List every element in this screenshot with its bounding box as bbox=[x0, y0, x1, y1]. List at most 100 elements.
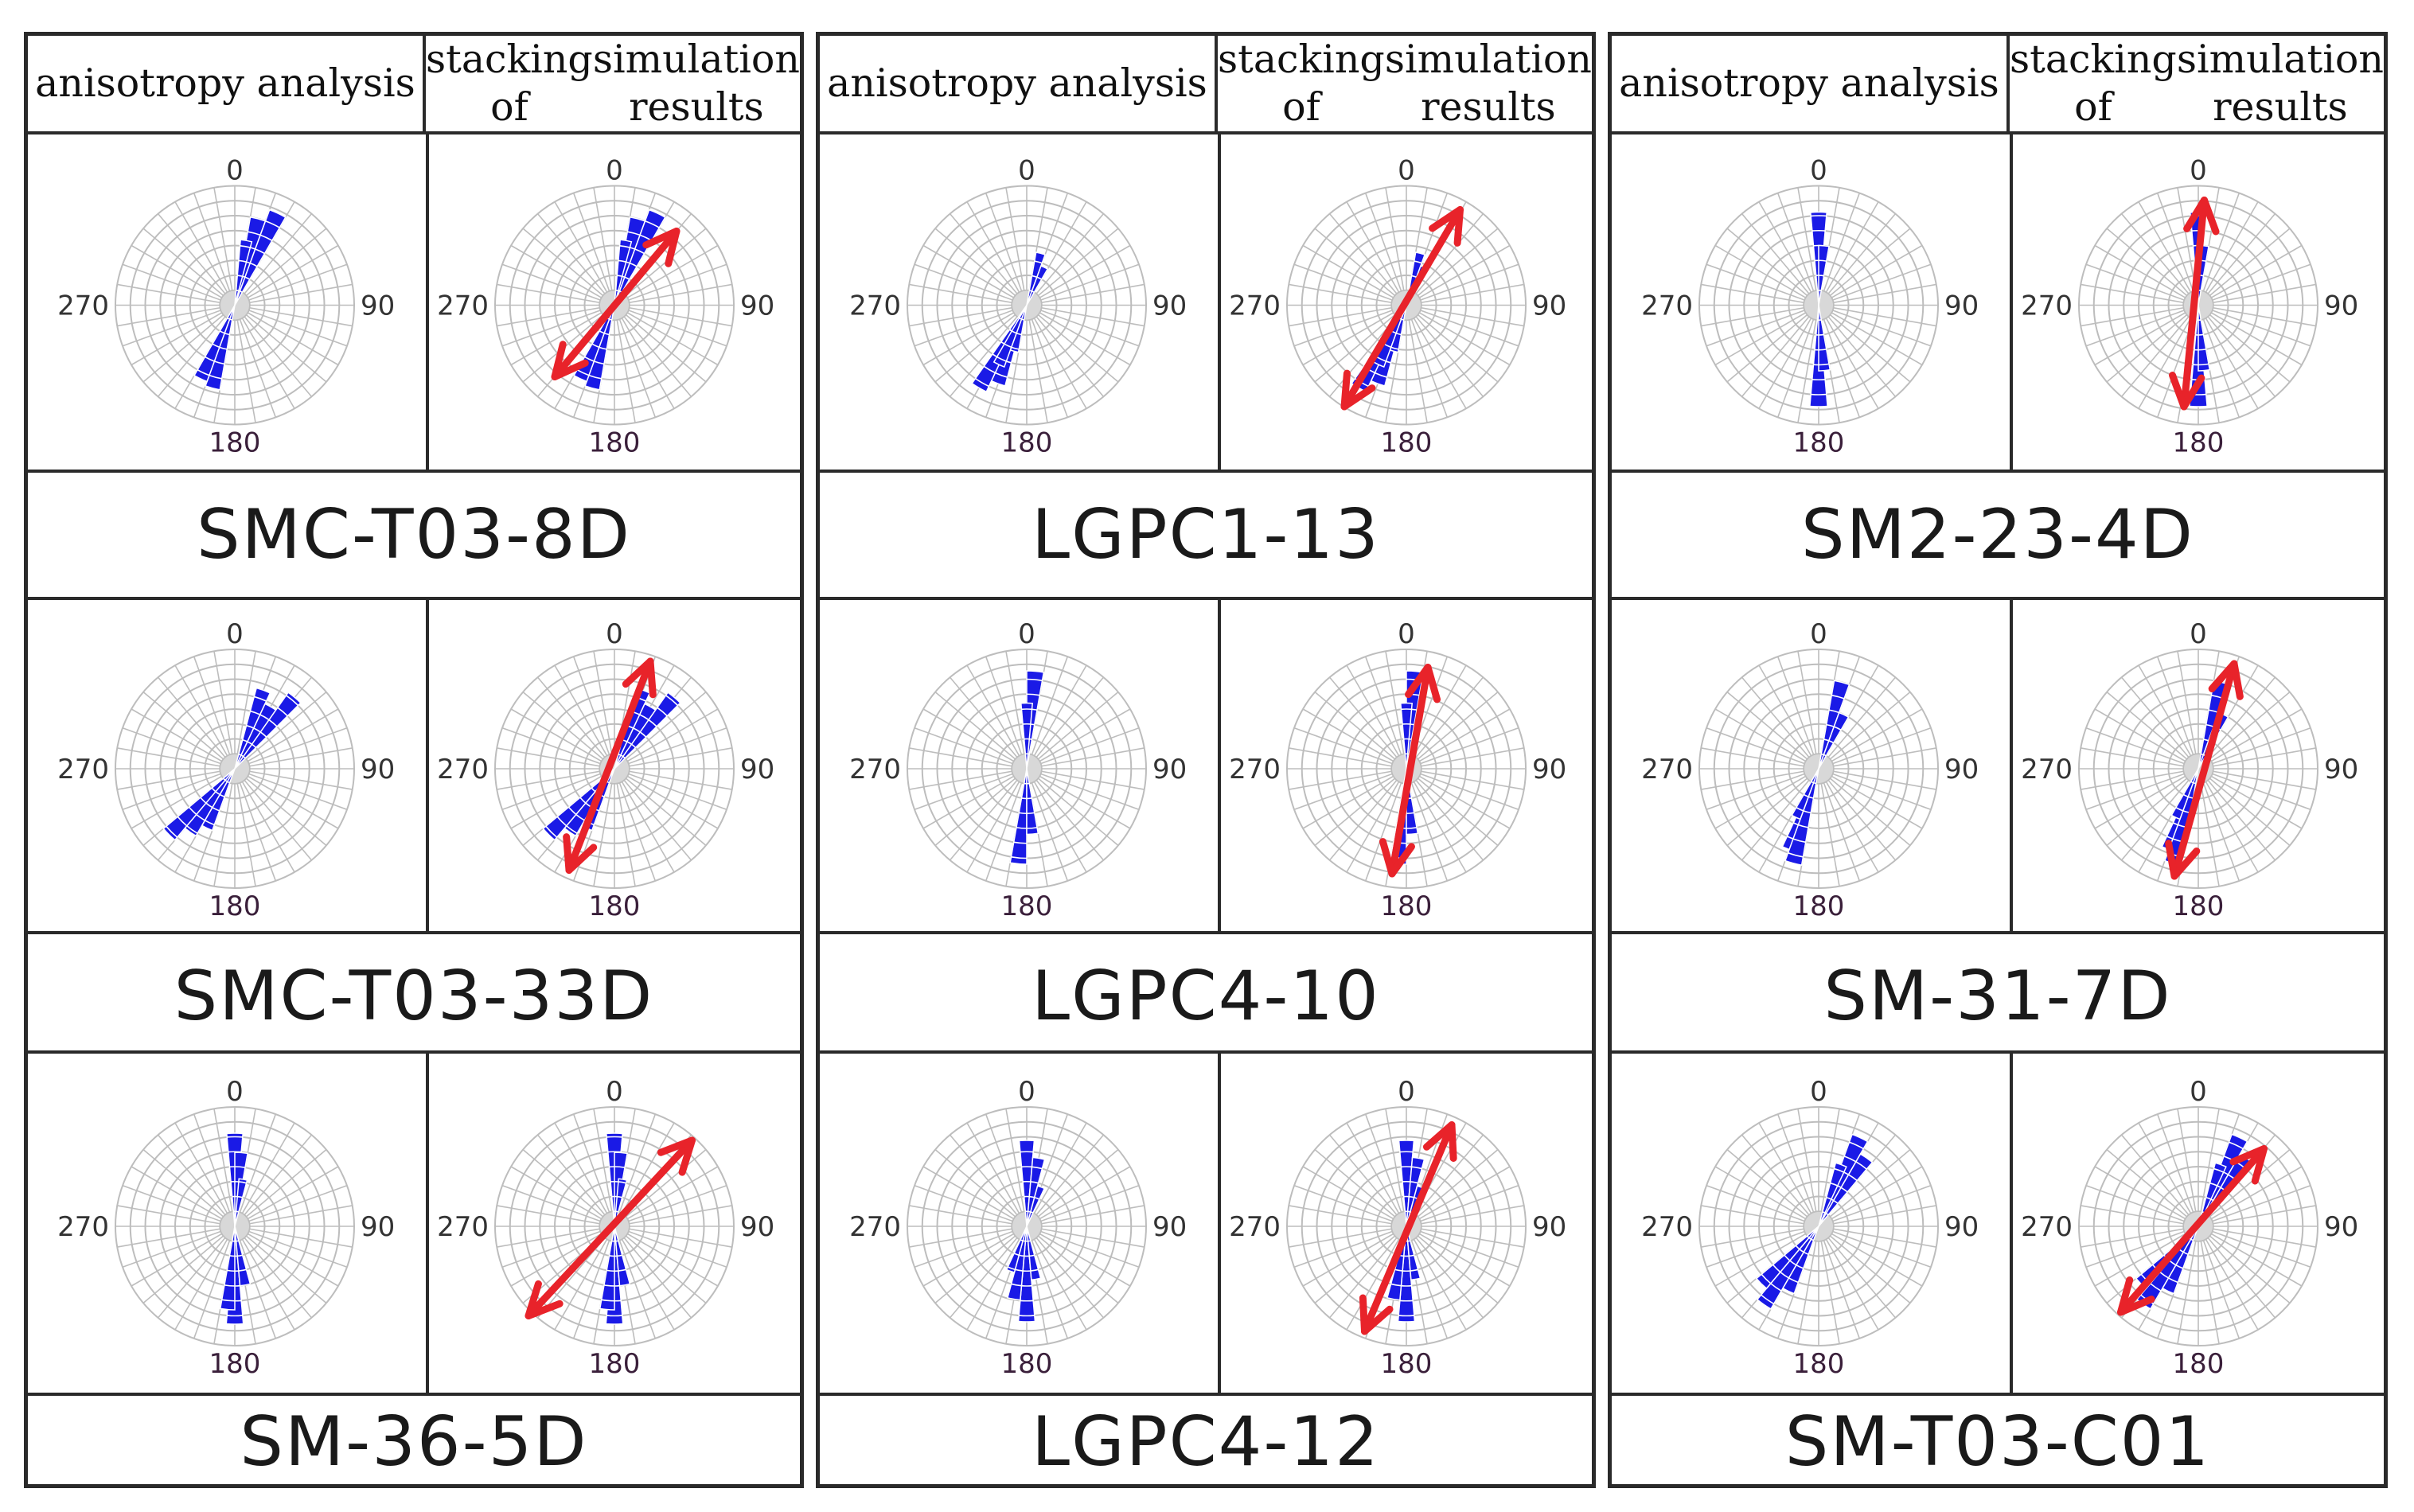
compass-label-north: 0 bbox=[1810, 1076, 1827, 1108]
rose-petals bbox=[599, 1132, 631, 1325]
header-line-2: simulation results bbox=[1384, 37, 1592, 130]
arrow-head bbox=[1429, 206, 1464, 247]
arrow-head bbox=[2183, 197, 2220, 236]
compass-label-north: 0 bbox=[2190, 618, 2207, 650]
compass-label-south: 180 bbox=[1001, 1348, 1053, 1380]
rose-petal bbox=[1756, 1226, 1819, 1310]
compass-label-east: 90 bbox=[1152, 754, 1187, 785]
stacking-rose-sm-t03-c01: 0 90 180 270 bbox=[2013, 1054, 2384, 1393]
stacking-rose-lgpc4-12: 0 90 180 270 bbox=[1221, 1054, 1592, 1393]
rose-petal bbox=[614, 1178, 628, 1227]
header-anisotropy-analysis: anisotropy analysis bbox=[28, 36, 426, 131]
sample-label: SMC-T03-33D bbox=[174, 957, 654, 1036]
header-line-2: simulation results bbox=[592, 37, 800, 130]
anisotropy-rose-lgpc1-13: 0 90 180 270 bbox=[820, 134, 1218, 470]
compass-label-north: 0 bbox=[1398, 618, 1415, 650]
rose-petals bbox=[1781, 680, 1850, 866]
rose-petal bbox=[971, 305, 1028, 393]
compass-label-south: 180 bbox=[1793, 890, 1845, 922]
arrow-head bbox=[2208, 660, 2244, 700]
rose-petal bbox=[1755, 1226, 1819, 1290]
arrow-head bbox=[642, 228, 681, 267]
rose-petal bbox=[1017, 1226, 1036, 1323]
row-divider bbox=[820, 131, 1592, 134]
header-stacking-results: stacking of simulation results bbox=[426, 36, 800, 131]
principal-direction-arrow bbox=[563, 657, 657, 874]
compass-label-west: 270 bbox=[1229, 1211, 1281, 1243]
rose-petals bbox=[971, 251, 1049, 393]
sample-label: LGPC4-10 bbox=[1032, 957, 1380, 1036]
arrow-head bbox=[551, 341, 589, 380]
rose-petal bbox=[1406, 1226, 1421, 1281]
header-anisotropy-analysis: anisotropy analysis bbox=[820, 36, 1218, 131]
sample-label: SM2-23-4D bbox=[1801, 495, 2194, 575]
compass-label-west: 270 bbox=[849, 754, 901, 785]
principal-direction-arrow bbox=[2169, 197, 2220, 411]
compass-label-north: 0 bbox=[226, 618, 244, 650]
sample-label: SM-31-7D bbox=[1823, 957, 2172, 1036]
compass-label-west: 270 bbox=[437, 290, 489, 322]
compass-label-east: 90 bbox=[361, 1211, 395, 1243]
principal-direction-arrow bbox=[1340, 206, 1464, 411]
stacking-rose-sm-31-7d: 0 90 180 270 bbox=[2013, 600, 2384, 931]
compass-label-east: 90 bbox=[1152, 290, 1187, 322]
row-divider bbox=[28, 597, 800, 600]
compass-label-south: 180 bbox=[2173, 427, 2225, 459]
rose-petal bbox=[1399, 702, 1414, 770]
compass-label-north: 0 bbox=[1018, 1076, 1035, 1108]
row-divider bbox=[820, 931, 1592, 934]
arrow-head bbox=[1359, 1294, 1394, 1335]
anisotropy-rose-sm-36-5d: 0 90 180 270 bbox=[28, 1054, 426, 1393]
column-divider bbox=[2010, 1050, 2013, 1393]
compass-label-south: 180 bbox=[589, 890, 641, 922]
compass-label-east: 90 bbox=[1944, 1211, 1979, 1243]
rose-petal bbox=[219, 1226, 236, 1311]
rose-petal bbox=[1026, 1226, 1042, 1281]
compass-label-south: 180 bbox=[1381, 427, 1433, 459]
compass-label-west: 270 bbox=[57, 290, 109, 322]
column-divider bbox=[426, 597, 429, 931]
arrow-head bbox=[2169, 372, 2205, 411]
rose-petals bbox=[1809, 211, 1831, 407]
anisotropy-rose-sm-t03-c01: 0 90 180 270 bbox=[1612, 1054, 2010, 1393]
column-divider bbox=[1218, 131, 1221, 470]
rose-petal bbox=[1009, 768, 1028, 865]
compass-label-south: 180 bbox=[1793, 427, 1845, 459]
rose-petal bbox=[1018, 1140, 1035, 1227]
compass-label-south: 180 bbox=[1001, 890, 1053, 922]
rose-petal bbox=[1398, 1140, 1415, 1227]
stacking-rose-sm-36-5d: 0 90 180 270 bbox=[429, 1054, 800, 1393]
header-line-1: stacking of bbox=[1218, 37, 1385, 130]
compass-label-north: 0 bbox=[1810, 155, 1827, 187]
principal-direction-arrow bbox=[1379, 664, 1441, 878]
rose-petal bbox=[614, 692, 681, 770]
stacking-rose-lgpc4-10: 0 90 180 270 bbox=[1221, 600, 1592, 931]
arrow-head bbox=[657, 1136, 696, 1176]
compass-label-west: 270 bbox=[1229, 754, 1281, 785]
compass-label-west: 270 bbox=[849, 1211, 901, 1243]
rose-petal bbox=[1397, 1226, 1416, 1323]
polar-grid bbox=[2078, 649, 2318, 889]
sample-label: LGPC4-12 bbox=[1032, 1402, 1380, 1482]
compass-label-south: 180 bbox=[1001, 427, 1053, 459]
anisotropy-rose-sm-31-7d: 0 90 180 270 bbox=[1612, 600, 2010, 931]
column-divider bbox=[426, 1050, 429, 1393]
compass-label-north: 0 bbox=[2190, 155, 2207, 187]
compass-label-west: 270 bbox=[1641, 1211, 1693, 1243]
rose-petal bbox=[993, 305, 1028, 368]
arrow-head bbox=[622, 657, 657, 699]
principal-direction-arrow bbox=[2165, 660, 2244, 880]
arrow-head bbox=[1405, 664, 1441, 703]
stacking-rose-smc-t03-8d: 0 90 180 270 bbox=[429, 134, 800, 470]
row-divider bbox=[820, 1050, 1592, 1054]
column-divider bbox=[2010, 131, 2013, 470]
compass-label-west: 270 bbox=[1641, 290, 1693, 322]
compass-label-north: 0 bbox=[1810, 618, 1827, 650]
compass-label-south: 180 bbox=[209, 427, 261, 459]
compass-label-south: 180 bbox=[209, 890, 261, 922]
rose-petals bbox=[219, 1132, 252, 1325]
panel-2: anisotropy analysis stacking of simulation… bbox=[816, 32, 1596, 1488]
column-divider bbox=[2010, 597, 2013, 931]
panel-3: anisotropy analysis stacking of simulation… bbox=[1608, 32, 2388, 1488]
rose-petals bbox=[193, 208, 287, 391]
